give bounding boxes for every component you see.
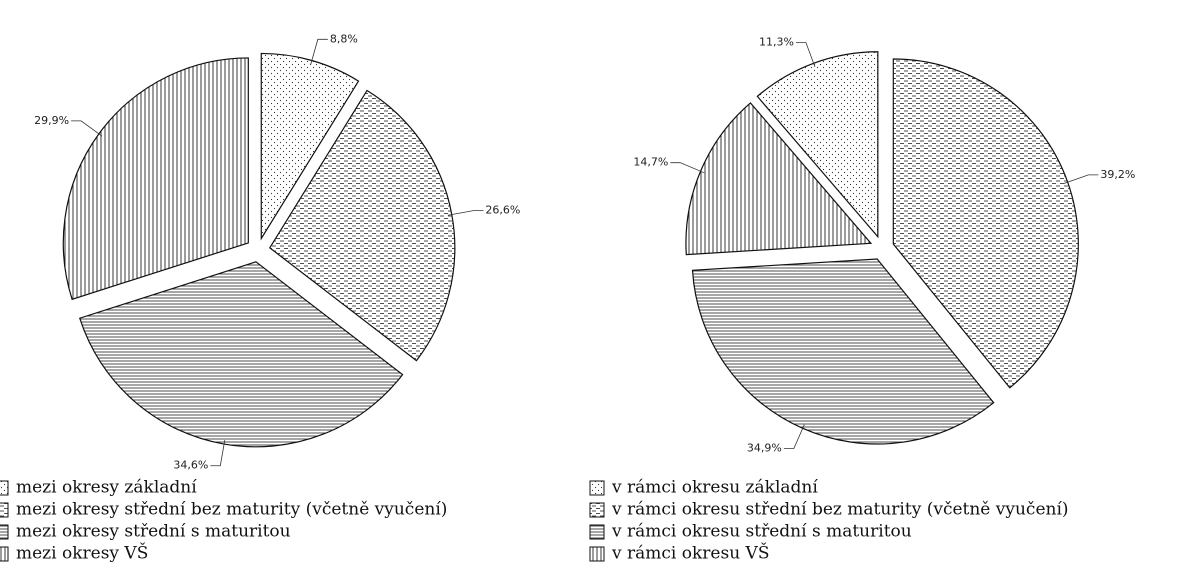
legend-label: mezi okresy VŠ bbox=[16, 543, 148, 564]
leader-line bbox=[1063, 174, 1099, 184]
legend-swatch bbox=[589, 480, 605, 496]
data-label: 14,7% bbox=[633, 156, 668, 169]
data-label: 39,2% bbox=[1100, 168, 1135, 181]
leader-line bbox=[71, 120, 103, 137]
leader-line bbox=[795, 42, 816, 68]
legend-label: v rámci okresu VŠ bbox=[611, 543, 769, 564]
legend-swatch bbox=[0, 480, 9, 496]
leader-line bbox=[210, 440, 226, 467]
leader-line bbox=[670, 162, 705, 174]
legend-swatch bbox=[0, 502, 9, 518]
legend-swatch bbox=[589, 502, 605, 518]
data-label: 29,9% bbox=[34, 114, 69, 127]
leader-line bbox=[783, 424, 805, 449]
legend-label: mezi okresy střední s maturitou bbox=[16, 522, 291, 542]
legend-swatch bbox=[0, 546, 9, 562]
legend-label: mezi okresy střední bez maturity (včetně… bbox=[16, 500, 447, 520]
legend-label: v rámci okresu střední bez maturity (vče… bbox=[611, 500, 1069, 520]
legend-swatch bbox=[0, 524, 9, 540]
legend-swatch bbox=[589, 524, 605, 540]
data-label: 34,9% bbox=[747, 441, 782, 454]
legend-label: mezi okresy základní bbox=[16, 478, 197, 498]
data-label: 26,6% bbox=[485, 204, 520, 217]
leader-line bbox=[310, 38, 328, 65]
data-label: 11,3% bbox=[759, 36, 794, 49]
leader-line bbox=[447, 210, 484, 216]
data-label: 34,6% bbox=[173, 459, 208, 472]
legend-label: v rámci okresu střední s maturitou bbox=[611, 522, 912, 542]
pie-slice bbox=[62, 57, 249, 301]
legend-label: v rámci okresu základní bbox=[611, 478, 818, 498]
data-label: 8,8% bbox=[330, 32, 358, 45]
legend-swatch bbox=[589, 546, 605, 562]
